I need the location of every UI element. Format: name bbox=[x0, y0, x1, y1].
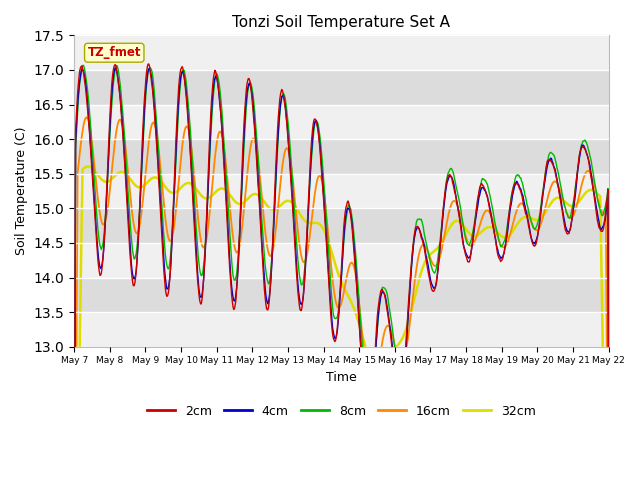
Bar bbox=[74, 208, 609, 243]
Bar bbox=[74, 70, 609, 105]
Bar bbox=[74, 139, 609, 174]
Y-axis label: Soil Temperature (C): Soil Temperature (C) bbox=[15, 127, 28, 255]
X-axis label: Time: Time bbox=[326, 371, 356, 384]
Bar bbox=[74, 277, 609, 312]
Bar bbox=[74, 243, 609, 277]
Legend: 2cm, 4cm, 8cm, 16cm, 32cm: 2cm, 4cm, 8cm, 16cm, 32cm bbox=[142, 400, 541, 423]
Title: Tonzi Soil Temperature Set A: Tonzi Soil Temperature Set A bbox=[232, 15, 451, 30]
Bar bbox=[74, 36, 609, 70]
Bar bbox=[74, 312, 609, 347]
Bar bbox=[74, 174, 609, 208]
Bar bbox=[74, 105, 609, 139]
Text: TZ_fmet: TZ_fmet bbox=[88, 46, 141, 59]
